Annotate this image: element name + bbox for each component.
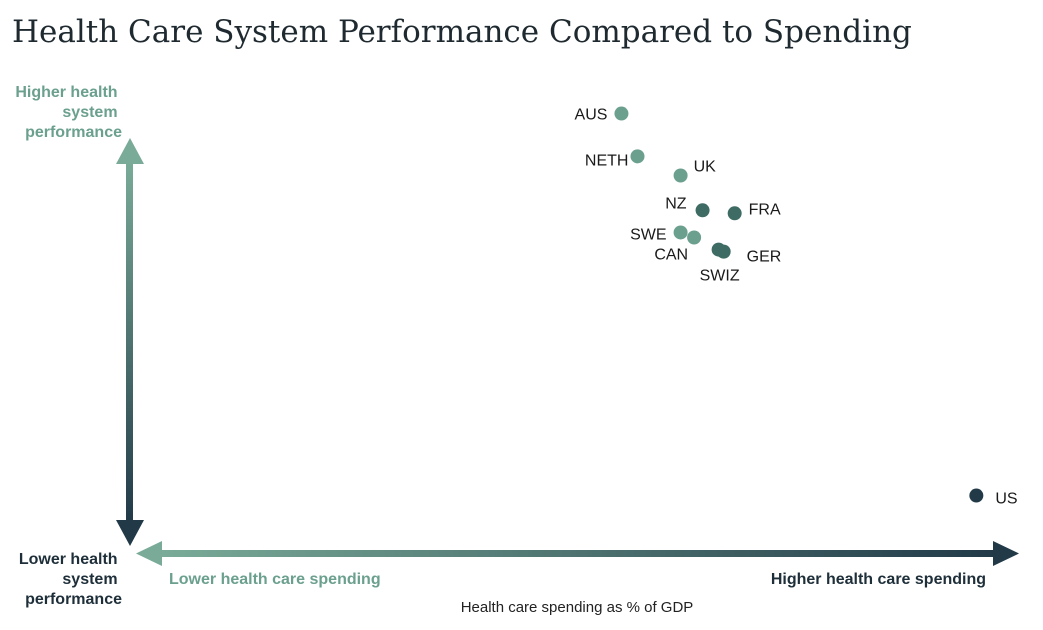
- point-label-neth: NETH: [585, 152, 629, 169]
- point-label-us: US: [995, 491, 1017, 508]
- point-label-ger: GER: [747, 249, 782, 266]
- point-fra: [727, 206, 742, 221]
- point-swe: [673, 225, 688, 240]
- y-axis-top-label: Higher health system performance: [15, 84, 122, 141]
- chart-title: Health Care System Performance Compared …: [12, 14, 912, 50]
- data-points: AUS NETH UK NZ FRA SWE CAN GER SWIZ US: [575, 106, 1018, 508]
- point-label-can: CAN: [654, 247, 688, 264]
- point-label-aus: AUS: [575, 107, 608, 124]
- point-label-nz: NZ: [665, 195, 687, 212]
- x-axis-arrow: [136, 541, 1019, 566]
- x-axis-caption: Health care spending as % of GDP: [461, 599, 694, 616]
- point-swiz: [711, 242, 726, 257]
- point-label-uk: UK: [694, 159, 717, 176]
- x-axis-left-label: Lower health care spending: [169, 571, 381, 588]
- point-label-fra: FRA: [749, 201, 781, 218]
- x-axis-right-label: Higher health care spending: [771, 571, 986, 588]
- point-label-swe: SWE: [630, 226, 666, 243]
- point-nz: [695, 203, 710, 218]
- y-axis-arrow: [116, 138, 144, 546]
- point-uk: [673, 168, 688, 183]
- point-us: [969, 488, 984, 503]
- point-neth: [630, 149, 645, 164]
- point-can: [687, 230, 702, 245]
- point-label-swiz: SWIZ: [700, 268, 740, 285]
- y-axis-bottom-label: Lower health system performance: [19, 551, 122, 608]
- point-aus: [614, 106, 629, 121]
